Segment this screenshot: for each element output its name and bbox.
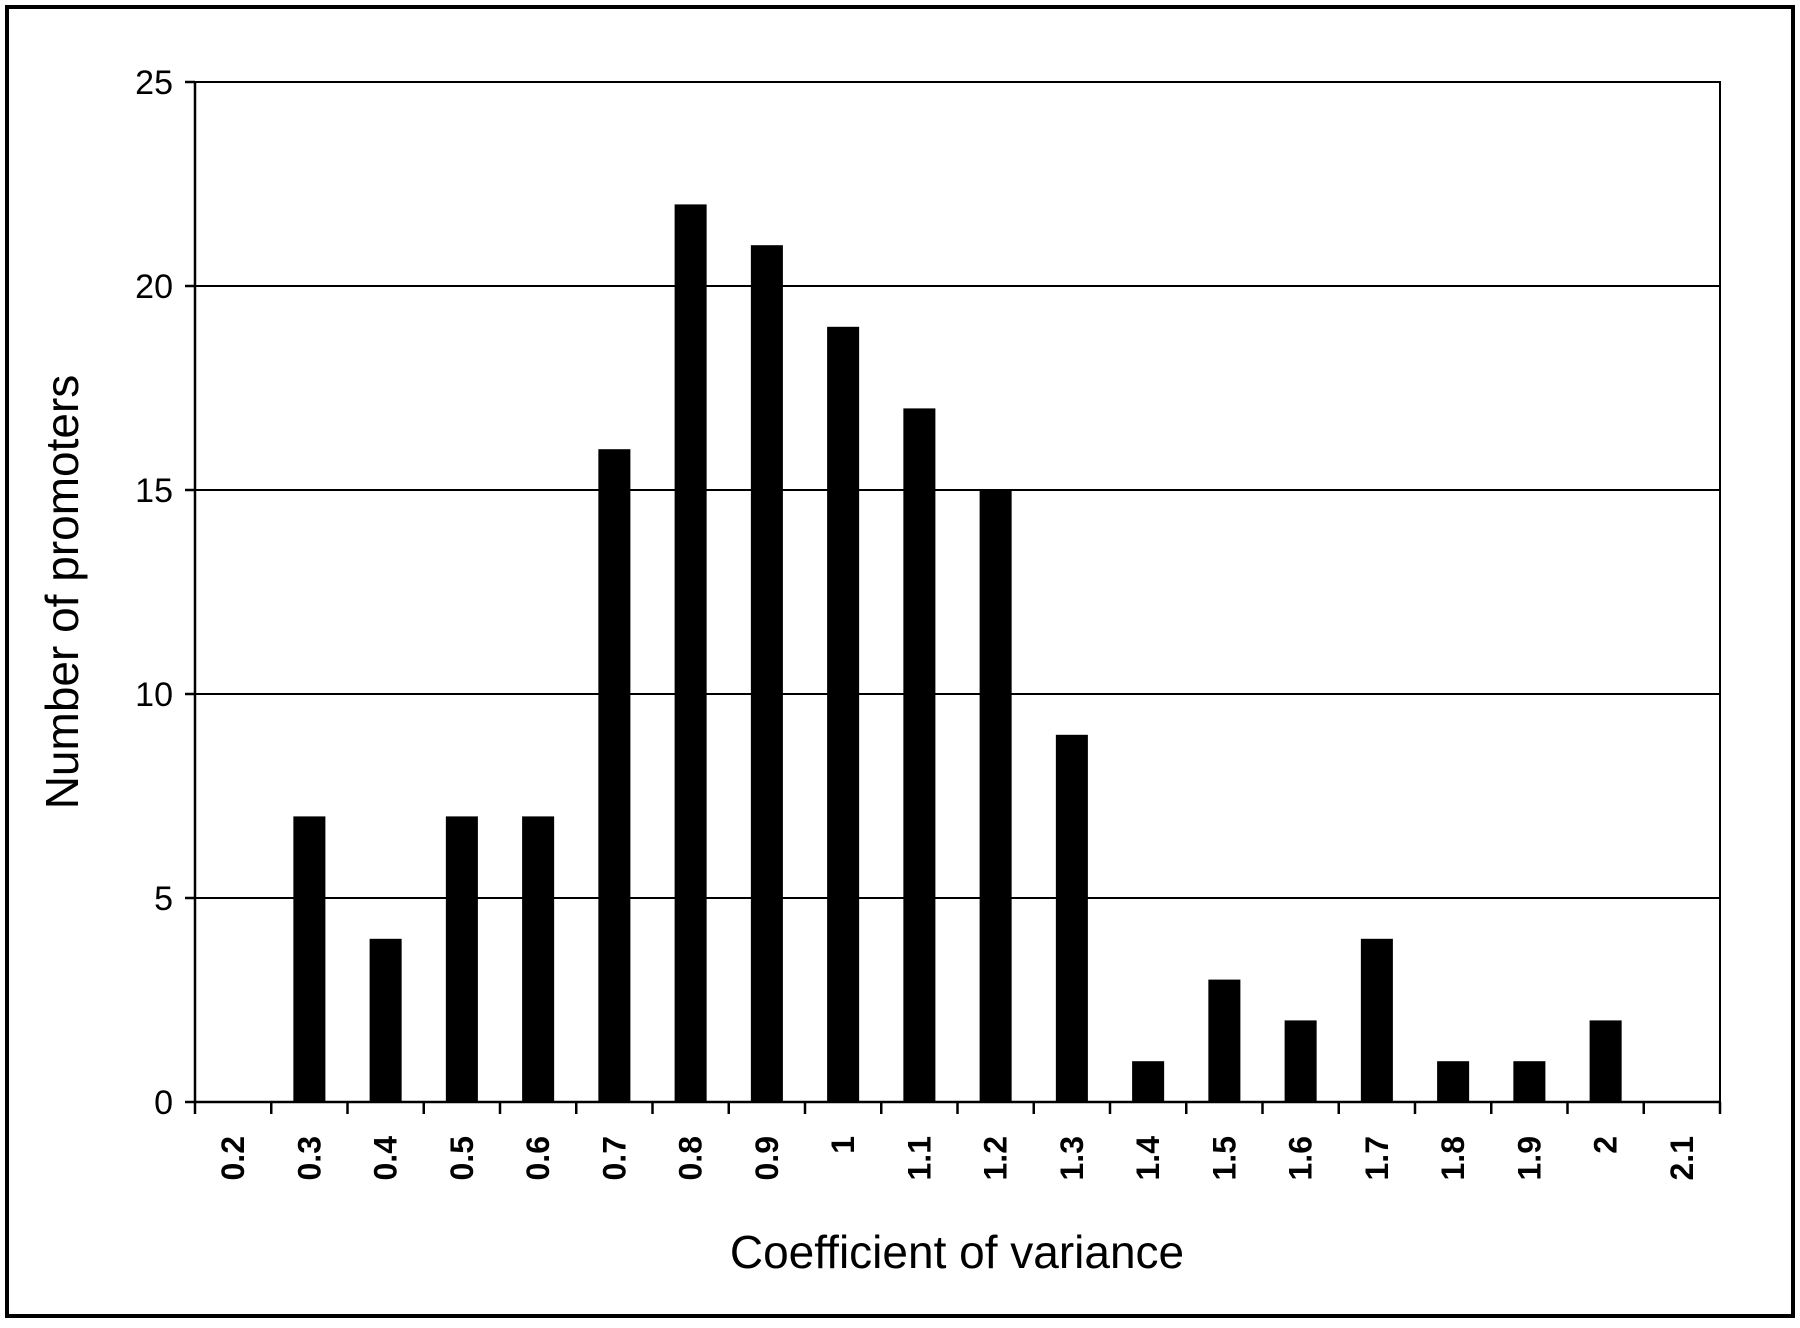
x-tick-label: 0.6 bbox=[520, 1136, 556, 1180]
bar-0.5 bbox=[445, 816, 478, 1102]
y-tick-label: 10 bbox=[135, 676, 173, 714]
bar-1 bbox=[827, 326, 860, 1102]
x-axis-label: Coefficient of variance bbox=[730, 1226, 1184, 1278]
y-tick-label: 20 bbox=[135, 268, 173, 306]
bar-0.9 bbox=[750, 245, 783, 1102]
x-tick-label: 1.4 bbox=[1130, 1136, 1166, 1181]
y-tick-label: 15 bbox=[135, 472, 173, 510]
outer-border bbox=[5, 5, 1795, 1318]
bar-0.6 bbox=[522, 816, 555, 1102]
x-tick-label: 2.1 bbox=[1664, 1136, 1700, 1180]
bar-0.8 bbox=[674, 204, 707, 1102]
bar-1.7 bbox=[1360, 938, 1393, 1102]
bars bbox=[293, 204, 1622, 1102]
x-tick-label: 0.7 bbox=[596, 1136, 632, 1180]
y-tick-label: 25 bbox=[135, 64, 173, 102]
bar-0.7 bbox=[598, 449, 631, 1102]
bar-1.2 bbox=[979, 490, 1012, 1102]
bar-1.8 bbox=[1437, 1061, 1470, 1102]
x-tick-label: 1.2 bbox=[978, 1136, 1014, 1180]
bar-1.6 bbox=[1284, 1020, 1317, 1102]
bar-1.5 bbox=[1208, 979, 1241, 1102]
x-tick-label: 0.9 bbox=[749, 1136, 785, 1180]
x-tick-label: 0.8 bbox=[673, 1136, 709, 1180]
x-tick-label: 0.5 bbox=[444, 1136, 480, 1180]
x-tick-label: 1 bbox=[825, 1136, 861, 1154]
y-tick-labels: 0 5 10 15 20 25 bbox=[135, 64, 195, 1122]
x-tick-label: 1.5 bbox=[1206, 1136, 1242, 1180]
x-tick-label: 1.7 bbox=[1359, 1136, 1395, 1180]
x-tick-labels: 0.2 0.3 0.4 0.5 0.6 0.7 0.8 0.9 1 1.1 1.2 1.3 1.4 1.5… bbox=[193, 1102, 1722, 1181]
x-tick-label: 1.6 bbox=[1283, 1136, 1319, 1180]
bar-0.4 bbox=[369, 938, 402, 1102]
bar-1.4 bbox=[1132, 1061, 1165, 1102]
y-tick-label: 5 bbox=[154, 880, 173, 918]
x-tick-label: 0.3 bbox=[291, 1136, 327, 1180]
y-axis-label: Number of promoters bbox=[36, 375, 88, 810]
x-tick-label: 0.4 bbox=[368, 1136, 404, 1181]
x-tick-label: 0.2 bbox=[215, 1136, 251, 1180]
bar-1.1 bbox=[903, 408, 936, 1102]
bar-0.3 bbox=[293, 816, 326, 1102]
x-tick-label: 1.1 bbox=[901, 1136, 937, 1180]
bar-1.3 bbox=[1055, 734, 1088, 1102]
x-tick-label: 1.8 bbox=[1435, 1136, 1471, 1180]
y-tick-label: 0 bbox=[154, 1084, 173, 1122]
bar-2 bbox=[1589, 1020, 1622, 1102]
x-tick-label: 1.9 bbox=[1511, 1136, 1547, 1180]
x-tick-label: 1.3 bbox=[1054, 1136, 1090, 1180]
gridlines bbox=[195, 81, 1720, 899]
x-tick-label: 2 bbox=[1588, 1136, 1624, 1154]
bar-1.9 bbox=[1513, 1061, 1546, 1102]
